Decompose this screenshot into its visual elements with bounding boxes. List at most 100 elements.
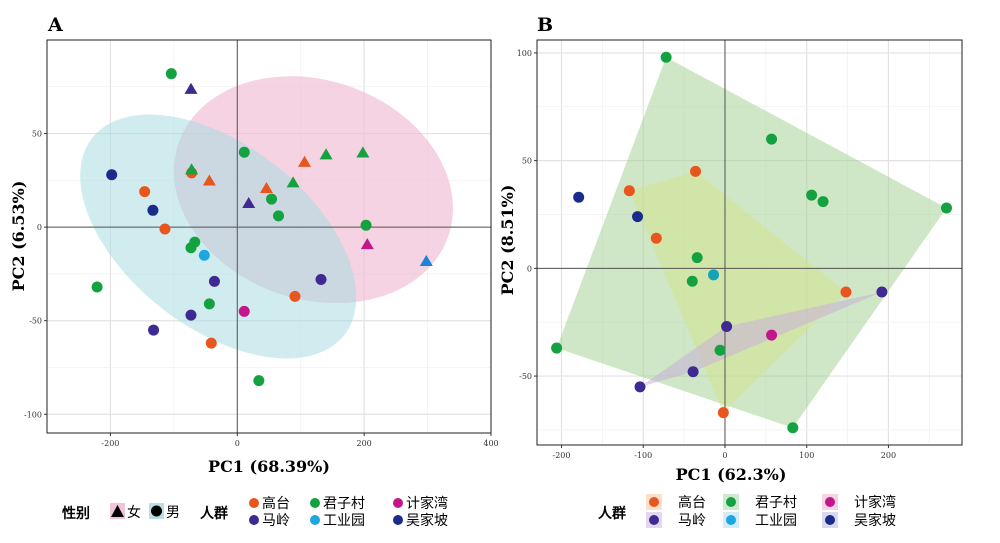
legend-label: 计家湾 xyxy=(854,494,896,511)
y-tick-label: 100 xyxy=(517,49,532,58)
x-tick-label: 100 xyxy=(799,451,814,460)
legend-label: 计家湾 xyxy=(406,495,448,512)
data-point-circle xyxy=(148,324,160,336)
legend-key-1 xyxy=(726,497,736,507)
data-point-circle xyxy=(817,196,829,208)
data-point-circle xyxy=(573,191,585,203)
y-tick-label: 0 xyxy=(527,264,532,273)
legend-key-4 xyxy=(310,515,320,525)
data-point-circle xyxy=(650,232,662,244)
legend-sex-title: 性别 xyxy=(62,505,90,522)
data-point-circle xyxy=(205,337,217,349)
data-point-triangle xyxy=(184,82,198,94)
x-axis-title-b: PC1 (62.3%) xyxy=(676,465,787,484)
points-a xyxy=(91,68,433,387)
data-point-circle xyxy=(198,249,210,261)
data-point-triangle xyxy=(242,196,256,209)
legend-key-2 xyxy=(825,497,835,507)
plot-frame-a xyxy=(46,39,492,434)
data-point-circle xyxy=(238,146,250,158)
data-point-circle xyxy=(787,422,799,434)
data-point-circle xyxy=(766,329,778,341)
hull-高台 xyxy=(629,171,846,413)
data-point-circle xyxy=(634,381,646,393)
x-axis-title-a: PC1 (68.39%) xyxy=(208,457,330,476)
legend-label: 吴家坡 xyxy=(406,512,448,529)
data-point-circle xyxy=(686,275,698,287)
data-point-circle xyxy=(315,274,327,286)
legend-key-1 xyxy=(310,498,320,508)
data-point-circle xyxy=(159,223,171,235)
legend-key-2 xyxy=(393,498,403,508)
data-point-circle xyxy=(840,286,852,298)
circle-icon xyxy=(151,505,162,517)
data-point-triangle xyxy=(419,254,433,267)
legend-label: 马岭 xyxy=(262,513,290,529)
data-point-triangle xyxy=(360,238,374,250)
legend-key-3 xyxy=(649,515,659,525)
data-point-circle xyxy=(147,204,159,216)
data-point-circle xyxy=(623,185,635,197)
data-point-circle xyxy=(690,165,702,177)
data-point-triangle xyxy=(286,176,300,188)
data-point-circle xyxy=(208,275,220,287)
data-point-circle xyxy=(714,344,726,356)
panel-a: A -200 0 200 400 -100 -50 0 50 PC1 (68.39%) PC2… xyxy=(9,14,499,476)
data-point-circle xyxy=(551,342,563,354)
y-axis-title-a: PC2 (6.53%) xyxy=(9,181,28,292)
ticks-a: -200 0 200 400 -100 -50 0 50 xyxy=(24,130,499,448)
legend-sex-male: 男 xyxy=(149,503,180,521)
hulls-b xyxy=(556,57,947,428)
legend-label: 高台 xyxy=(678,494,706,511)
data-point-triangle xyxy=(185,163,199,175)
y-tick-label: 50 xyxy=(32,130,42,139)
data-point-circle xyxy=(289,290,301,302)
y-tick-label: -50 xyxy=(519,372,532,381)
legend-label: 君子村 xyxy=(755,495,797,511)
data-point-circle xyxy=(691,252,703,264)
data-point-circle xyxy=(238,305,250,317)
zero-lines-a xyxy=(47,40,491,433)
ticks-b: -200 -100 0 100 200 -50 0 50 100 xyxy=(517,49,896,460)
data-point-triangle xyxy=(356,146,370,158)
y-tick-label: 50 xyxy=(522,157,532,166)
data-point-circle xyxy=(766,133,778,145)
x-tick-label: 0 xyxy=(722,451,727,460)
legend-female-label: 女 xyxy=(127,504,141,521)
y-axis-title-b: PC2 (8.51%) xyxy=(498,185,517,296)
data-point-circle xyxy=(721,321,733,333)
data-point-circle xyxy=(632,211,644,223)
legend-key-0 xyxy=(649,497,659,507)
data-point-circle xyxy=(266,193,278,205)
y-tick-label: 0 xyxy=(37,223,42,232)
data-point-circle xyxy=(687,366,699,378)
data-point-circle xyxy=(876,286,888,298)
legend-key-3 xyxy=(249,515,259,525)
data-point-circle xyxy=(708,269,720,281)
data-point-circle xyxy=(106,169,118,181)
hull-马岭 xyxy=(639,292,882,387)
legend-label: 工业园 xyxy=(323,513,365,529)
data-point-circle xyxy=(940,202,952,214)
legend-label: 工业园 xyxy=(755,513,797,529)
x-tick-label: 400 xyxy=(483,439,498,448)
legend-group-title-b: 人群 xyxy=(598,505,626,522)
panel-b: B -200 -100 0 100 200 -50 0 50 100 PC1 (62.3%) P… xyxy=(498,14,963,484)
data-point-triangle xyxy=(319,148,333,160)
y-tick-label: -100 xyxy=(24,410,42,419)
legend-label: 吴家坡 xyxy=(854,512,896,529)
legend-male-label: 男 xyxy=(166,505,180,521)
legend-key-5 xyxy=(825,515,835,525)
data-point-circle xyxy=(253,375,265,387)
data-point-circle xyxy=(189,236,201,248)
points-b xyxy=(551,51,952,434)
triangle-icon xyxy=(111,505,124,517)
legend-label: 马岭 xyxy=(678,513,706,529)
legend-key-0 xyxy=(249,498,259,508)
data-point-triangle xyxy=(259,181,273,194)
legend-label: 君子村 xyxy=(323,496,365,512)
